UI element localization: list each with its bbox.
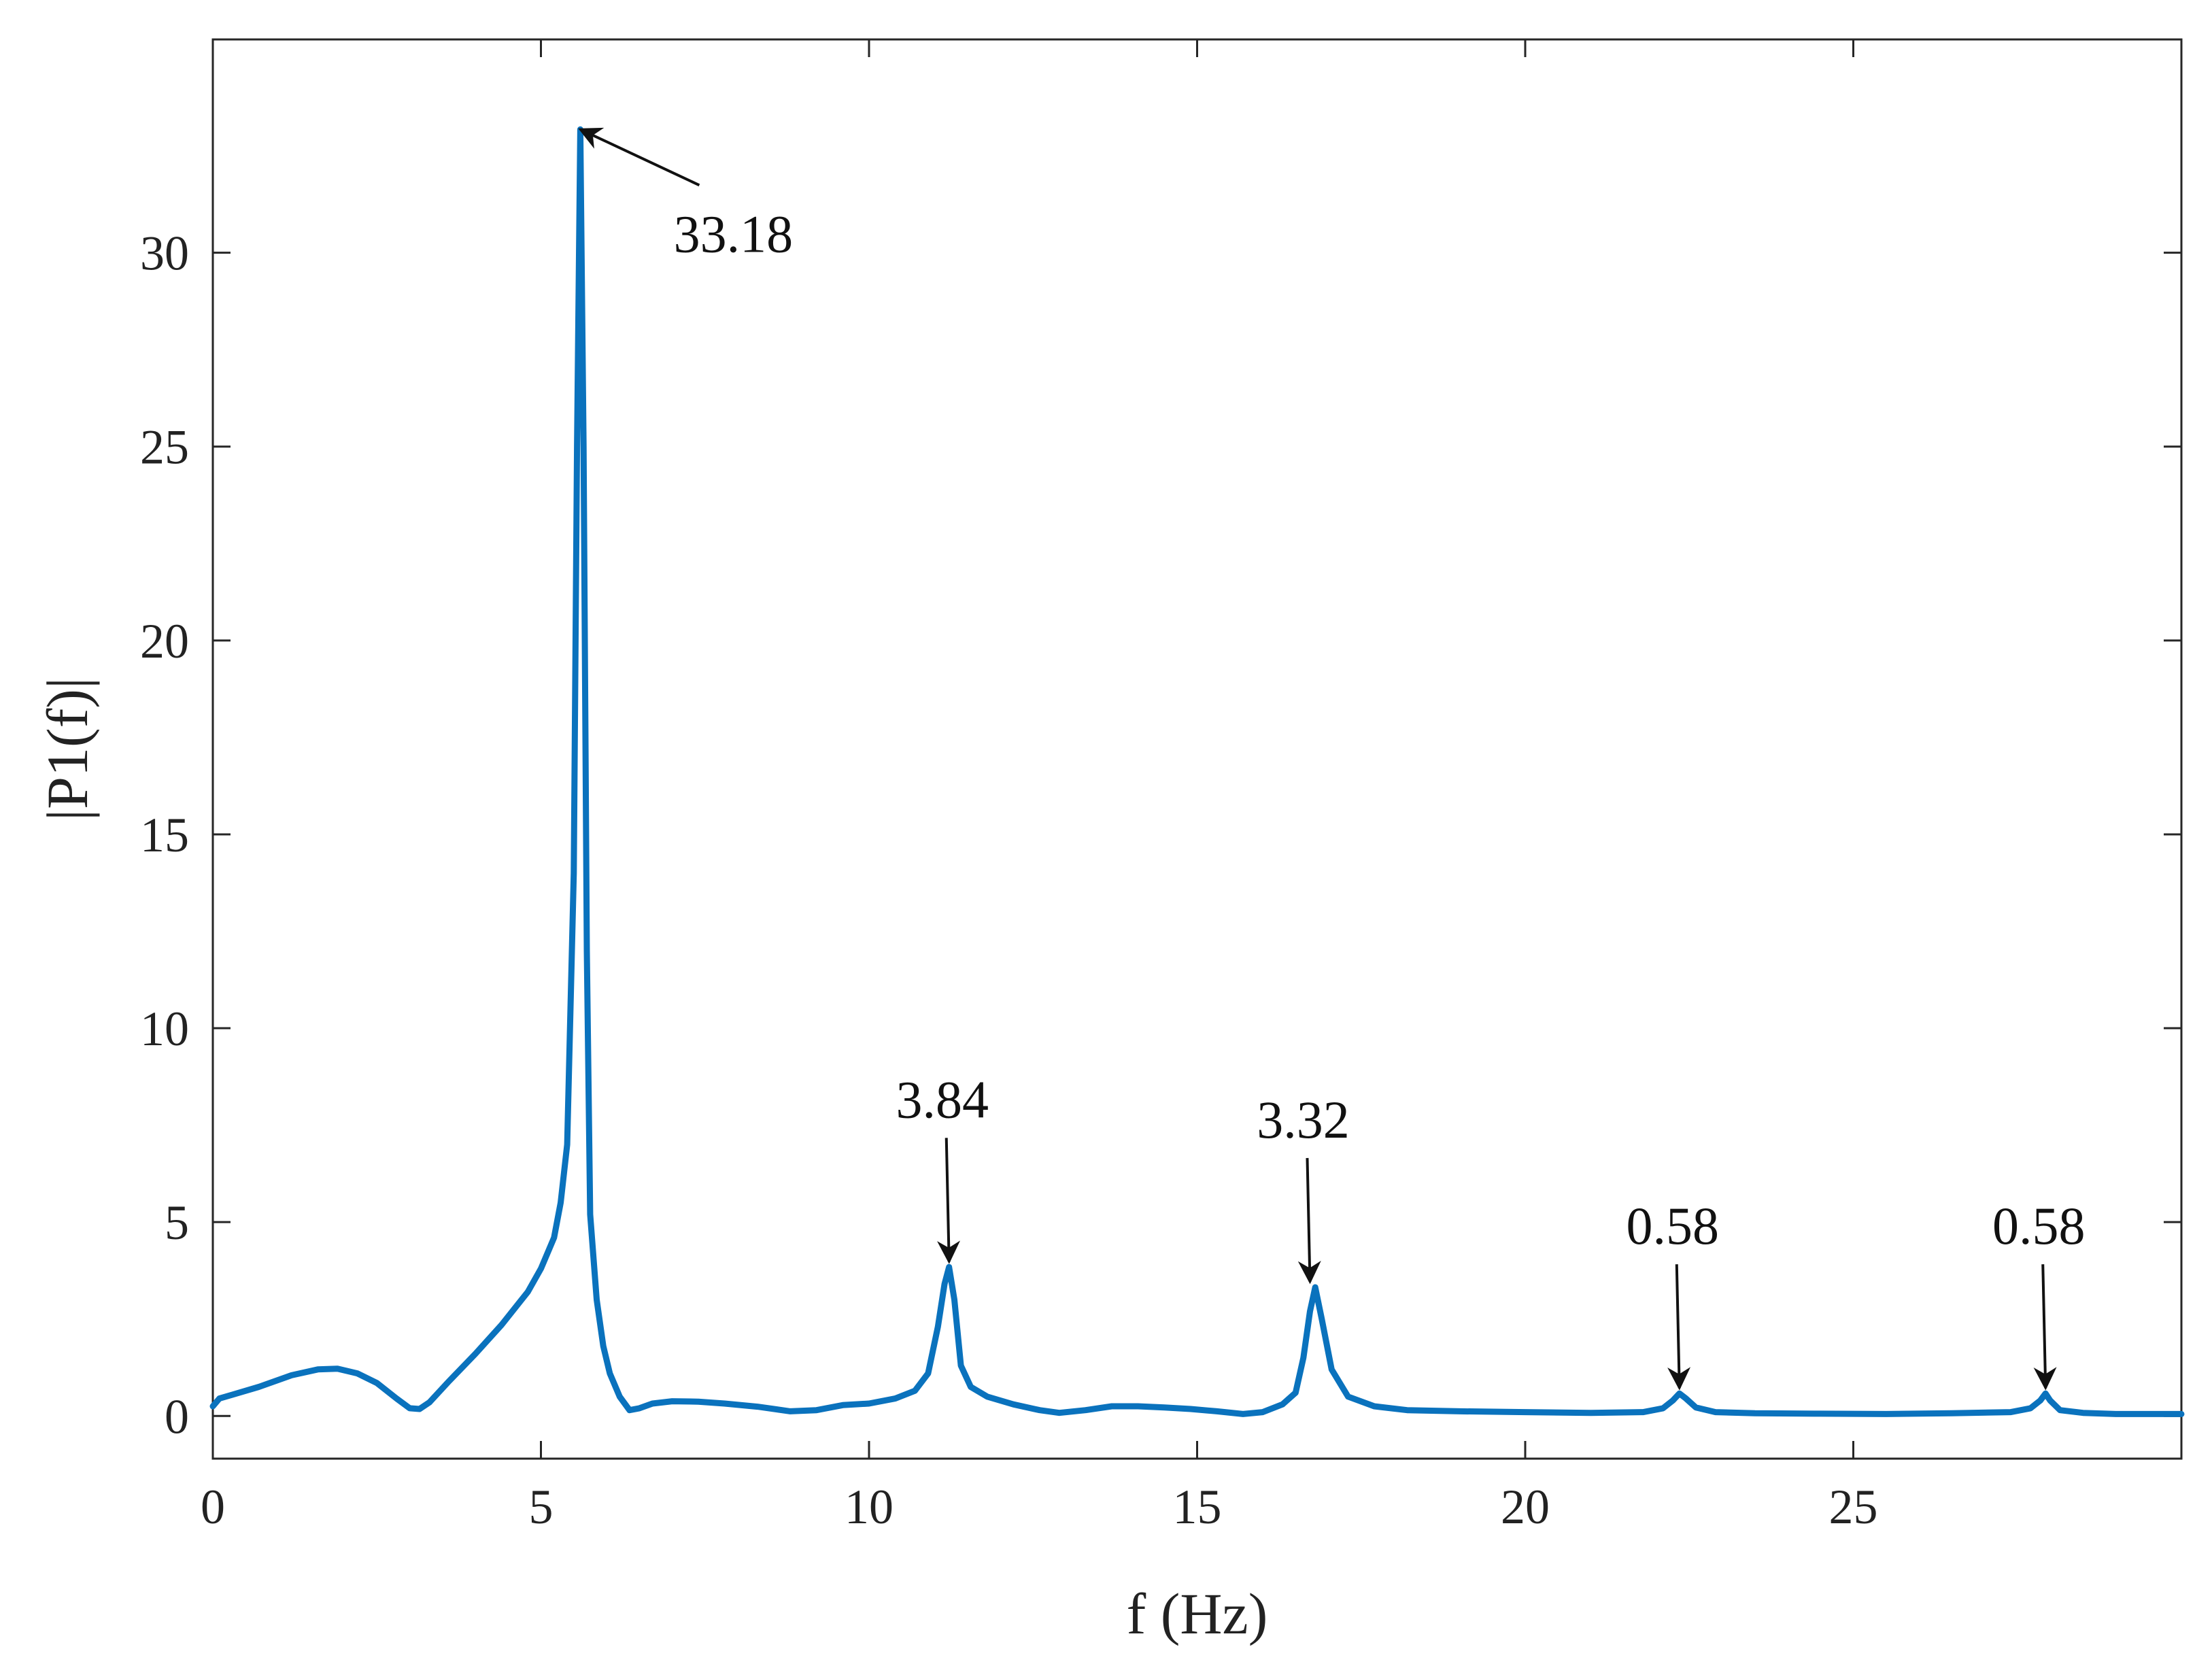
y-tick-label: 15 — [140, 808, 189, 862]
x-axis-label: f (Hz) — [1127, 1581, 1268, 1646]
y-axis-label: |P1(f)| — [35, 677, 100, 821]
y-tick-label: 30 — [140, 226, 189, 281]
x-tick-label: 20 — [1501, 1480, 1550, 1534]
y-tick-label: 10 — [140, 1002, 189, 1056]
series-layer — [209, 126, 2185, 1417]
y-tick-label: 5 — [165, 1195, 189, 1250]
x-tick-label: 25 — [1829, 1480, 1878, 1534]
annotation-layer: 33.18 3.84 3.32 0.58 0.58 — [578, 127, 2086, 1391]
x-tick-label: 10 — [845, 1480, 894, 1534]
x-tick-label: 15 — [1173, 1480, 1222, 1534]
annotation-arrow — [578, 127, 700, 187]
annotation-arrow — [937, 1138, 961, 1264]
annotation-label: 0.58 — [1992, 1196, 2086, 1255]
axis-ticks: 0 5 10 15 20 25 0 5 10 15 20 25 30 — [140, 39, 2181, 1534]
annotation-label: 0.58 — [1627, 1196, 1720, 1255]
annotation-arrow — [2033, 1264, 2057, 1391]
y-tick-label: 25 — [140, 420, 189, 475]
annotation-label: 3.84 — [896, 1070, 989, 1129]
x-tick-label: 0 — [201, 1480, 225, 1534]
annotation-label: 3.32 — [1257, 1090, 1350, 1149]
y-tick-label: 20 — [140, 614, 189, 668]
x-tick-label: 5 — [529, 1480, 554, 1534]
annotation-label: 33.18 — [674, 204, 794, 263]
annotation-arrow — [1667, 1264, 1691, 1391]
annotation-arrow — [1297, 1157, 1321, 1285]
y-tick-label: 0 — [165, 1389, 189, 1444]
spectrum-line — [209, 126, 2185, 1417]
